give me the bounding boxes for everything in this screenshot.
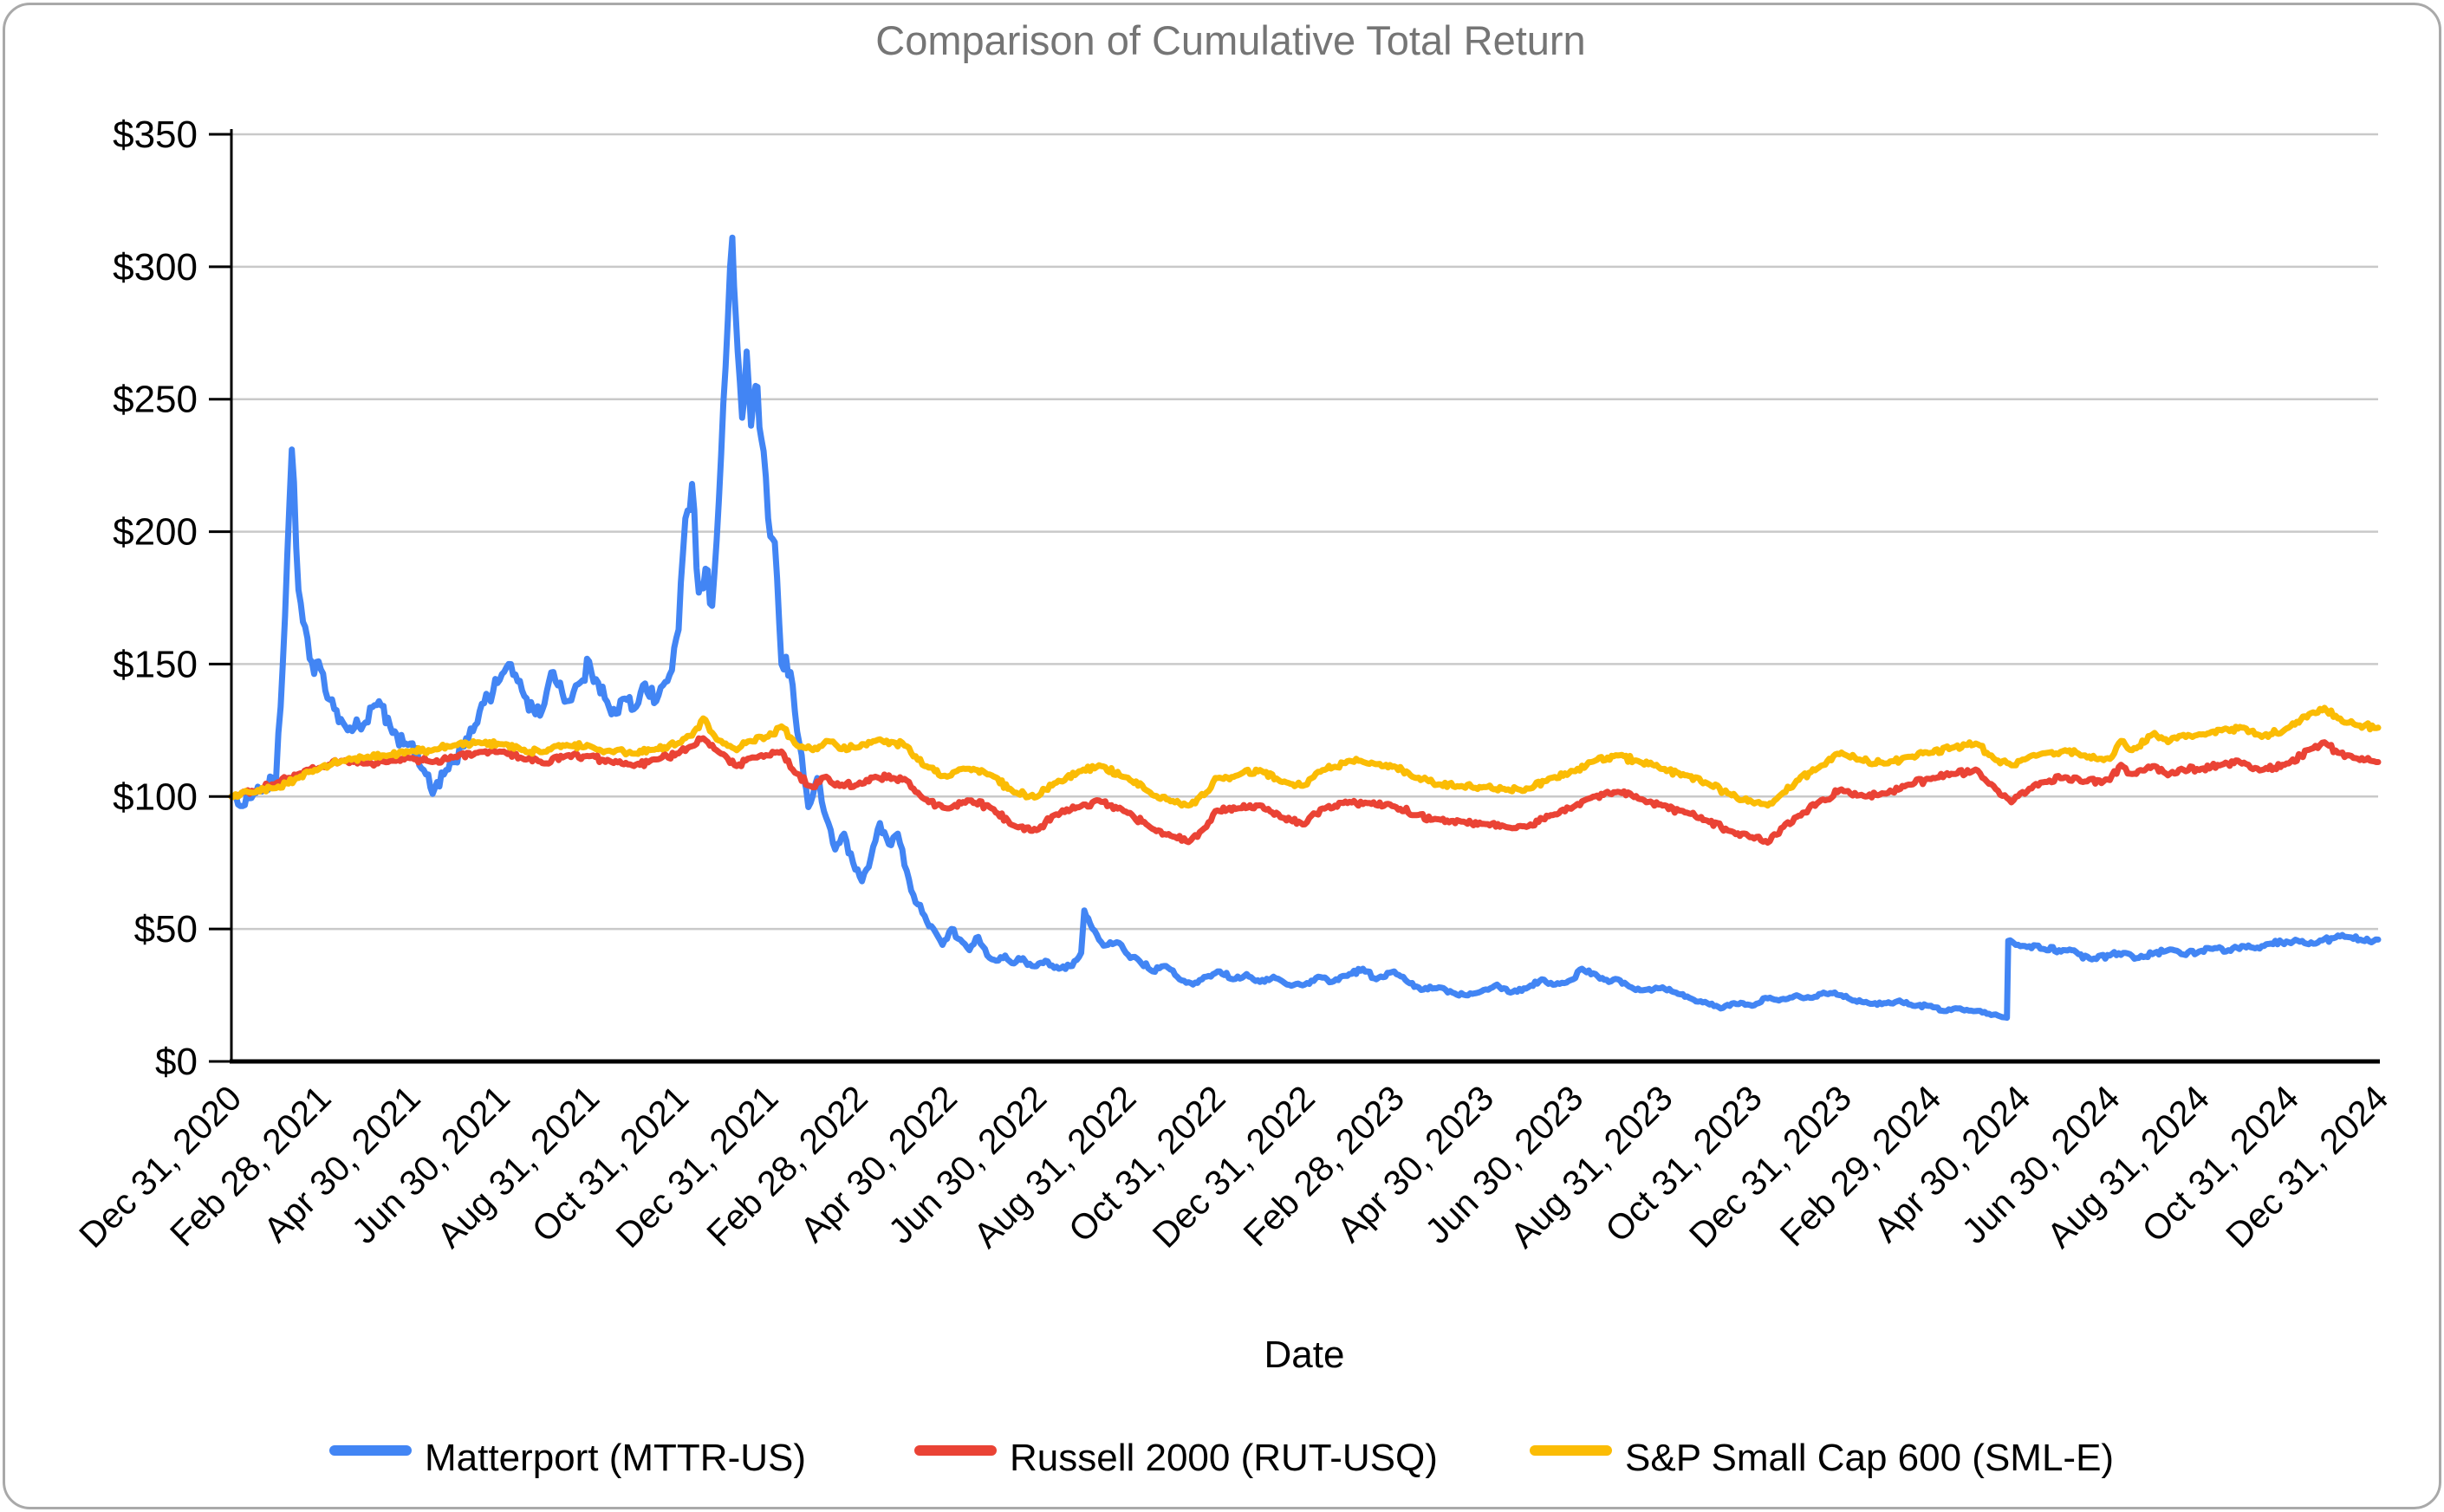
y-tick-label: $50 [134,908,198,951]
y-tick-label: $200 [113,511,198,554]
legend-label-russell-2000: Russell 2000 (RUT-USQ) [1010,1437,1438,1479]
card-border [3,3,2441,1509]
legend-item-matterport: Matterport (MTTR-US) [329,1437,806,1479]
series-line-0 [228,234,2382,1022]
y-tick-label: $250 [113,379,198,421]
legend-label-matterport: Matterport (MTTR-US) [425,1437,806,1479]
y-tick-labels: $350 $300 $250 $200 $150 $100 $50 $0 [113,114,198,1083]
data-series [228,234,2382,1022]
legend-label-sp-small-cap-600: S&P Small Cap 600 (SML-E) [1625,1437,2114,1479]
legend-swatch-matterport [329,1445,412,1456]
series-line-1 [228,735,2382,846]
axes [209,129,2380,1064]
legend-swatch-russell-2000 [914,1445,997,1456]
legend-item-sp-small-cap-600: S&P Small Cap 600 (SML-E) [1530,1437,2114,1479]
y-tick-label: $150 [113,643,198,685]
series-line-2 [228,704,2382,809]
legend-item-russell-2000: Russell 2000 (RUT-USQ) [914,1437,1438,1479]
legend-swatch-sp-small-cap-600 [1530,1445,1612,1456]
legend: Matterport (MTTR-US) Russell 2000 (RUT-U… [329,1437,2114,1479]
y-tick-label: $300 [113,246,198,289]
chart-title: Comparison of Cumulative Total Return [875,17,1585,63]
y-tick-label: $0 [155,1041,198,1083]
y-tick-label: $350 [113,114,198,156]
x-axis-title: Date [1264,1334,1345,1376]
y-tick-label: $100 [113,775,198,818]
